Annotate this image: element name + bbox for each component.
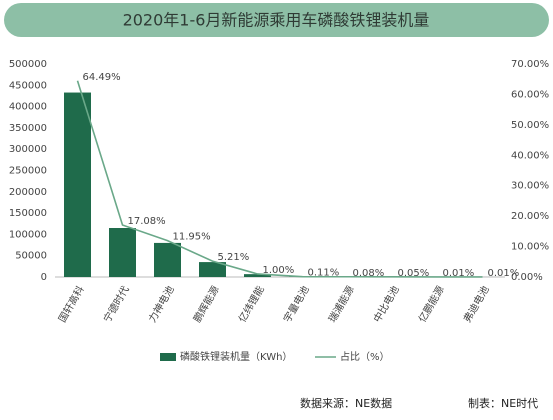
- bar: [154, 243, 181, 277]
- data-label: 17.08%: [128, 216, 166, 227]
- y-tick-label: 450000: [9, 80, 47, 91]
- y-tick-label: 200000: [9, 187, 47, 198]
- data-label: 0.01%: [443, 268, 475, 279]
- y-tick-label: 500000: [9, 59, 47, 70]
- data-label: 11.95%: [173, 232, 211, 243]
- x-tick-label: 弗迪电池: [460, 284, 491, 325]
- y2-tick-label: 60.00%: [511, 89, 549, 100]
- legend-swatch: [160, 353, 176, 361]
- data-label: 0.05%: [398, 268, 430, 279]
- y2-tick-label: 10.00%: [511, 242, 549, 253]
- x-tick-label: 瑞浦能源: [325, 284, 356, 325]
- y-tick-label: 300000: [9, 144, 47, 155]
- y-tick-label: 350000: [9, 123, 47, 134]
- y-tick-label: 150000: [9, 208, 47, 219]
- data-label: 5.21%: [218, 252, 250, 263]
- bar: [64, 93, 91, 277]
- x-tick-label: 亿鹏能源: [415, 284, 446, 325]
- y2-tick-label: 20.00%: [511, 211, 549, 222]
- x-tick-label: 中比电池: [370, 284, 401, 325]
- y-tick-label: 250000: [9, 166, 47, 177]
- x-tick-label: 力神电池: [145, 284, 176, 325]
- y2-tick-label: 40.00%: [511, 150, 549, 161]
- line: [78, 81, 483, 277]
- x-tick-label: 宇量电池: [280, 284, 311, 325]
- y2-tick-label: 50.00%: [511, 120, 549, 131]
- x-tick-label: 亿纬锂能: [235, 284, 266, 325]
- source: 数据来源：NE数据: [300, 396, 392, 410]
- x-tick-label: 鹏辉能源: [190, 284, 221, 325]
- data-label: 1.00%: [263, 265, 295, 276]
- y-tick-label: 0: [41, 272, 47, 283]
- legend-label: 占比（%）: [340, 350, 390, 363]
- y-tick-label: 400000: [9, 102, 47, 113]
- data-label: 0.11%: [308, 268, 340, 279]
- y2-tick-label: 70.00%: [511, 59, 549, 70]
- x-tick-label: 宁德时代: [100, 284, 131, 325]
- data-label: 0.01%: [488, 268, 520, 279]
- chart-title: 2020年1-6月新能源乘用车磷酸铁锂装机量: [123, 11, 430, 30]
- data-label: 0.08%: [353, 268, 385, 279]
- data-label: 64.49%: [83, 72, 121, 83]
- y-tick-label: 50000: [15, 251, 47, 262]
- y-tick-label: 100000: [9, 229, 47, 240]
- credit: 制表：NE时代: [468, 396, 538, 410]
- x-tick-label: 国轩高科: [55, 284, 86, 325]
- y2-tick-label: 30.00%: [511, 181, 549, 192]
- bar: [109, 228, 136, 277]
- legend-label: 磷酸铁锂装机量（KWh）: [180, 350, 292, 363]
